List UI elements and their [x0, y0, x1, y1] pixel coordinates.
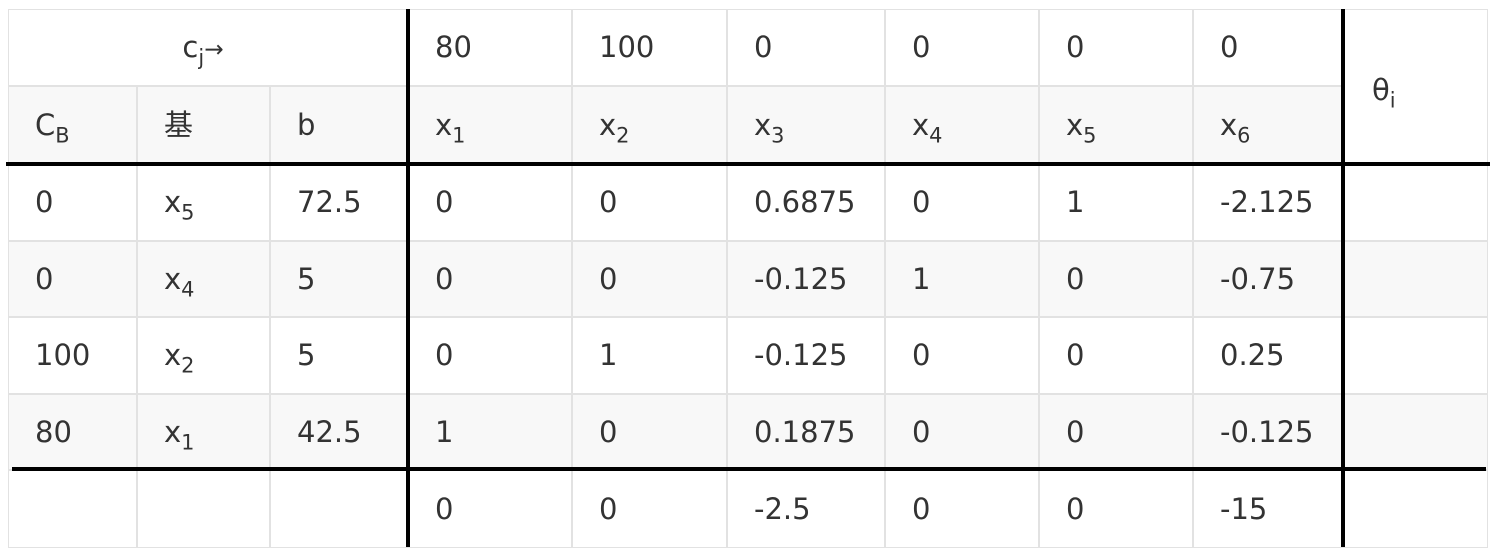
divider-left-vertical: [406, 9, 410, 547]
cj-value-x5: 0: [1039, 9, 1193, 86]
header-basis: 基: [137, 86, 270, 164]
header-b: b: [270, 86, 408, 164]
row-value-x6: 0.25: [1193, 317, 1343, 394]
cj-value-x1: 80: [408, 9, 572, 86]
row-value-x3: -0.125: [727, 317, 885, 394]
row-value-x5: 0: [1039, 241, 1193, 317]
row-b: 42.5: [270, 394, 408, 470]
header-x3: x3: [727, 86, 885, 164]
theta-header: θi: [1372, 73, 1396, 113]
row-value-x1: 0: [408, 317, 572, 394]
row-basis: x1: [137, 394, 270, 470]
check-basis: [137, 470, 270, 548]
row-value-x4: 0: [885, 394, 1039, 470]
check-b: [270, 470, 408, 548]
row-value-x4: 1: [885, 241, 1039, 317]
header-x4: x4: [885, 86, 1039, 164]
row-value-x2: 0: [572, 394, 727, 470]
header-x2: x2: [572, 86, 727, 164]
divider-check-horizontal: [12, 467, 1486, 471]
row-theta: [1343, 317, 1488, 394]
row-basis-var: x4: [164, 261, 195, 301]
check-theta: [1343, 470, 1488, 548]
check-value-x6: -15: [1193, 470, 1343, 548]
divider-right-vertical: [1341, 9, 1345, 547]
row-b: 5: [270, 241, 408, 317]
row-value-x5: 0: [1039, 394, 1193, 470]
cj-value-x3: 0: [727, 9, 885, 86]
row-value-x5: 0: [1039, 317, 1193, 394]
header-x1: x1: [408, 86, 572, 164]
row-value-x3: 0.6875: [727, 164, 885, 241]
row-value-x6: -0.125: [1193, 394, 1343, 470]
row-value-x5: 1: [1039, 164, 1193, 241]
row-b: 72.5: [270, 164, 408, 241]
row-value-x3: 0.1875: [727, 394, 885, 470]
row-b: 5: [270, 317, 408, 394]
row-theta: [1343, 164, 1488, 241]
check-value-x3: -2.5: [727, 470, 885, 548]
cj-value-x6: 0: [1193, 9, 1343, 86]
check-cb: [8, 470, 137, 548]
cj-value-x2: 100: [572, 9, 727, 86]
row-value-x1: 0: [408, 241, 572, 317]
row-cb: 0: [8, 164, 137, 241]
check-value-x5: 0: [1039, 470, 1193, 548]
cj-value-x4: 0: [885, 9, 1039, 86]
row-value-x4: 0: [885, 164, 1039, 241]
row-basis: x5: [137, 164, 270, 241]
row-cb: 100: [8, 317, 137, 394]
row-basis: x2: [137, 317, 270, 394]
header-x5: x5: [1039, 86, 1193, 164]
row-value-x1: 1: [408, 394, 572, 470]
check-value-x1: 0: [408, 470, 572, 548]
row-value-x6: -2.125: [1193, 164, 1343, 241]
row-value-x1: 0: [408, 164, 572, 241]
check-value-x2: 0: [572, 470, 727, 548]
row-value-x2: 0: [572, 241, 727, 317]
row-theta: [1343, 394, 1488, 470]
cj-label-cell: cj→: [8, 9, 408, 86]
row-basis: x4: [137, 241, 270, 317]
row-basis-var: x5: [164, 185, 195, 225]
row-cb: 0: [8, 241, 137, 317]
header-x6: x6: [1193, 86, 1343, 164]
cj-label: cj→: [182, 30, 224, 70]
row-theta: [1343, 241, 1488, 317]
row-value-x3: -0.125: [727, 241, 885, 317]
divider-header-horizontal: [6, 162, 1490, 166]
row-value-x4: 0: [885, 317, 1039, 394]
theta-merged-cell: θi: [1343, 9, 1488, 164]
row-value-x2: 0: [572, 164, 727, 241]
header-cb: CB: [8, 86, 137, 164]
row-cb: 80: [8, 394, 137, 470]
row-basis-var: x1: [164, 414, 195, 454]
row-basis-var: x2: [164, 338, 195, 378]
row-value-x6: -0.75: [1193, 241, 1343, 317]
row-value-x2: 1: [572, 317, 727, 394]
check-value-x4: 0: [885, 470, 1039, 548]
